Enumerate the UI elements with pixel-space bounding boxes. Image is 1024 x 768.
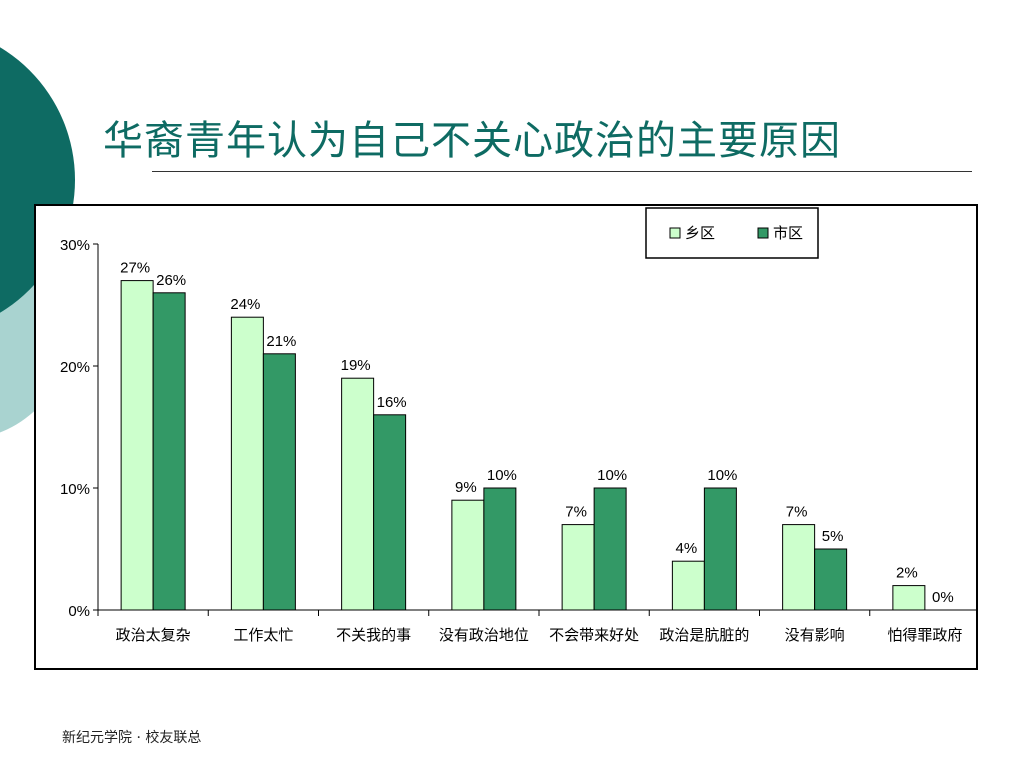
data-label: 5% xyxy=(822,528,844,545)
bar-rural xyxy=(892,585,926,611)
data-label: 21% xyxy=(266,333,296,350)
data-label: 10% xyxy=(707,467,737,484)
bar-rural xyxy=(671,560,705,611)
y-tick-label: 30% xyxy=(60,237,90,254)
x-tick-label: 工作太忙 xyxy=(233,626,293,644)
data-label: 7% xyxy=(565,504,587,521)
bar-chart: 0% 10% 20% 30% 27% 26% 政治太复杂 24% 21% 工作太忙 19% 16% 不关… xyxy=(60,207,976,644)
x-tick-label: 没有影响 xyxy=(785,626,845,644)
bar-urban xyxy=(483,487,517,611)
data-label: 19% xyxy=(341,357,371,374)
bar-rural xyxy=(782,524,816,611)
bar-rural xyxy=(120,280,154,611)
bar-urban xyxy=(373,414,407,611)
bar-urban xyxy=(703,487,737,611)
y-tick-label: 0% xyxy=(68,603,90,620)
legend-swatch-rural xyxy=(669,227,681,239)
bar-urban xyxy=(593,487,627,611)
data-label: 7% xyxy=(786,504,808,521)
x-tick-label: 没有政治地位 xyxy=(439,626,529,644)
bar-urban xyxy=(152,292,186,611)
legend-swatch-urban xyxy=(757,227,769,239)
bar-rural xyxy=(341,377,375,611)
y-tick-label: 20% xyxy=(60,359,90,376)
legend-label: 市区 xyxy=(773,224,803,242)
bar-urban xyxy=(262,353,296,611)
page-title: 华裔青年认为自己不关心政治的主要原因 xyxy=(103,118,841,164)
title-underline xyxy=(152,171,972,172)
legend-label: 乡区 xyxy=(685,224,715,242)
data-label: 9% xyxy=(455,479,477,496)
data-label: 4% xyxy=(676,540,698,557)
x-tick-label: 政治是肮脏的 xyxy=(659,626,749,644)
data-label: 10% xyxy=(597,467,627,484)
bar-rural xyxy=(561,524,595,611)
chart-frame: 0% 10% 20% 30% 27% 26% 政治太复杂 24% 21% 工作太忙 19% 16% 不关… xyxy=(34,204,978,670)
bar-rural xyxy=(451,499,485,611)
x-tick-label: 不关我的事 xyxy=(336,626,411,644)
data-label: 24% xyxy=(230,296,260,313)
data-label: 0% xyxy=(932,589,954,606)
x-tick-label: 怕得罪政府 xyxy=(887,626,962,644)
x-tick-label: 不会带来好处 xyxy=(549,626,639,644)
bar-rural xyxy=(230,316,264,611)
x-tick-label: 政治太复杂 xyxy=(116,626,191,644)
data-label: 2% xyxy=(896,565,918,582)
data-label: 10% xyxy=(487,467,517,484)
footer-text: 新纪元学院 · 校友联总 xyxy=(62,730,202,746)
bar-urban xyxy=(814,548,848,611)
data-label: 26% xyxy=(156,272,186,289)
data-label: 16% xyxy=(377,394,407,411)
data-label: 27% xyxy=(120,260,150,277)
y-tick-label: 10% xyxy=(60,481,90,498)
